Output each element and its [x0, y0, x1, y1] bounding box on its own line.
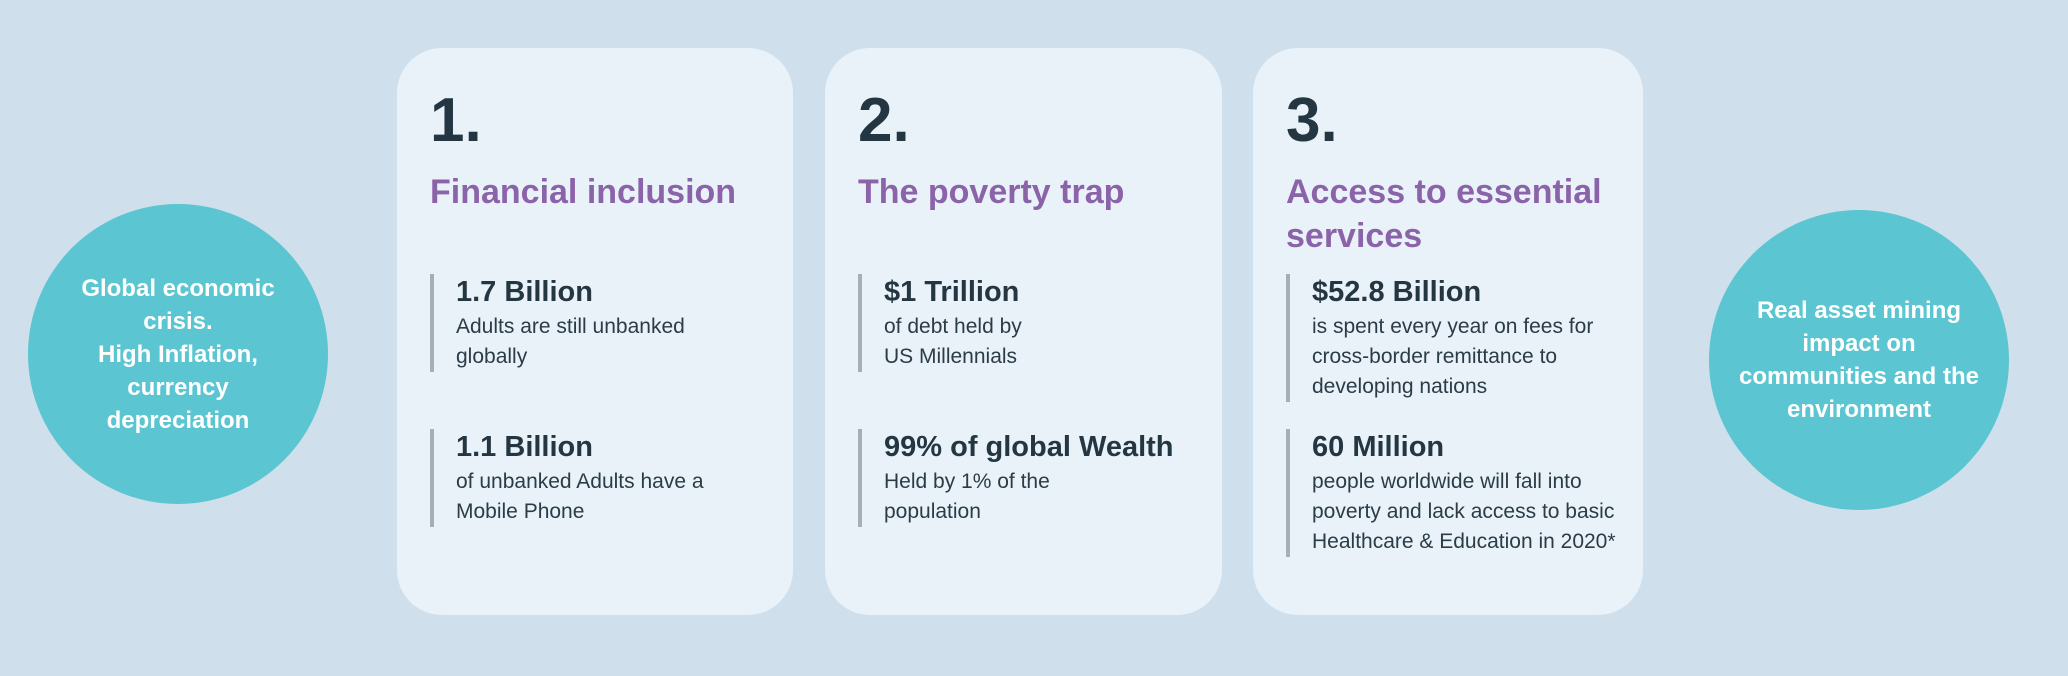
stat-value: $1 Trillion	[884, 276, 1020, 308]
stat-desc: Adults are still unbanked globally	[456, 315, 685, 368]
card-number: 1.	[430, 86, 482, 155]
card-title: Financial inclusion	[430, 173, 737, 211]
stat-block: 99% of global Wealth Held by 1% of the p…	[858, 429, 1174, 527]
stat-desc: Held by 1% of the population	[884, 470, 1050, 523]
left-circle-text: Global economic crisis. High Inflation, …	[81, 274, 275, 434]
stat-desc: of unbanked Adults have a Mobile Phone	[456, 470, 704, 523]
card-access-essential-services: 3. Access to essential services $52.8 Bi…	[1253, 48, 1643, 615]
stat-value: $52.8 Billion	[1312, 276, 1482, 308]
stat-block: $1 Trillion of debt held by US Millennia…	[858, 274, 1022, 372]
stat-block: 1.1 Billion of unbanked Adults have a Mo…	[430, 429, 704, 527]
stat-desc: of debt held by US Millennials	[884, 315, 1022, 368]
card-number: 3.	[1286, 86, 1338, 155]
stat-block: 60 Million people worldwide will fall in…	[1286, 429, 1616, 557]
stat-value: 1.1 Billion	[456, 431, 593, 463]
card-number: 2.	[858, 86, 910, 155]
right-circle-text: Real asset mining impact on communities …	[1738, 297, 1980, 423]
card-title: The poverty trap	[858, 173, 1125, 211]
card-poverty-trap: 2. The poverty trap $1 Trillion of debt …	[825, 48, 1222, 615]
right-teal-circle: Real asset mining impact on communities …	[1709, 210, 2009, 510]
card-financial-inclusion: 1. Financial inclusion 1.7 Billion Adult…	[397, 48, 793, 615]
stat-block: 1.7 Billion Adults are still unbanked gl…	[430, 274, 685, 372]
stat-desc: people worldwide will fall into poverty …	[1312, 470, 1616, 553]
stat-desc: is spent every year on fees for cross-bo…	[1312, 315, 1594, 398]
stat-value: 99% of global Wealth	[884, 431, 1174, 463]
stat-value: 1.7 Billion	[456, 276, 593, 308]
stat-value: 60 Million	[1312, 431, 1445, 463]
stat-block: $52.8 Billion is spent every year on fee…	[1286, 274, 1593, 402]
left-teal-circle: Global economic crisis. High Inflation, …	[28, 204, 328, 504]
card-title: Access to essential services	[1286, 173, 1602, 255]
